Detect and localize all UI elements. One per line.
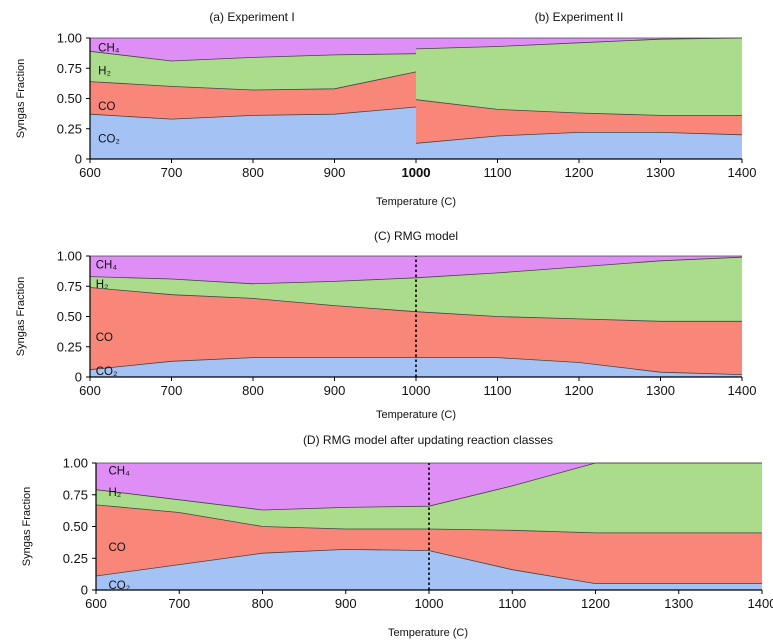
boundary-line: [89, 256, 743, 285]
series-label-ch4: CH₄: [98, 43, 120, 55]
x-tick-label: 1000: [415, 596, 444, 611]
y-tick-label: 0.75: [57, 61, 82, 76]
x-tick-label: 1200: [565, 383, 594, 398]
x-tick-label: 1100: [484, 383, 512, 398]
series-label-ch4: CH₄: [96, 259, 118, 271]
y-tick-label: 0.25: [57, 121, 82, 136]
series-label-co2: CO₂: [98, 133, 120, 145]
panel-b: 1000 1100 1200 1300 1400 (b) Experiment II: [402, 10, 757, 180]
x-tick-label: 600: [79, 165, 101, 180]
boundary-line: [415, 99, 742, 116]
y-tick-label: 0.25: [63, 551, 88, 566]
series-label-co2: CO₂: [96, 366, 118, 378]
x-tick-label: 800: [242, 383, 264, 398]
area-h2: [90, 51, 416, 90]
y-axis-label: Syngas Fraction: [15, 277, 27, 356]
boundary-line: [89, 106, 417, 120]
panel-title: (a) Experiment I: [209, 10, 294, 24]
series-label-h2: H₂: [96, 279, 109, 291]
y-tick-label: 1.00: [57, 31, 82, 46]
series-label-co: CO: [108, 542, 125, 554]
y-tick-label: 0.75: [57, 279, 82, 294]
x-tick-label: 900: [324, 383, 346, 398]
x-tick-label: 1400: [748, 596, 773, 611]
x-axis-label: Temperature (C): [388, 627, 468, 639]
area-co2: [90, 357, 742, 377]
area-co2: [90, 107, 416, 159]
series-label-ch4: CH₄: [108, 466, 130, 478]
y-tick-label: 1.00: [63, 456, 88, 471]
x-tick-label: 1000: [402, 165, 431, 180]
y-tick-label: 0.50: [57, 91, 82, 106]
panel-title: (D) RMG model after updating reaction cl…: [303, 433, 553, 447]
boundary-line: [415, 37, 743, 50]
series-label-co: CO: [98, 101, 115, 113]
panel-title: (b) Experiment II: [535, 10, 624, 24]
boundary-line: [89, 71, 417, 91]
x-axis-label: Temperature (C): [376, 196, 456, 208]
x-tick-label: 1300: [646, 165, 675, 180]
y-axis-label: Syngas Fraction: [21, 487, 33, 566]
x-tick-label: 700: [161, 165, 183, 180]
y-tick-label: 0.50: [63, 519, 88, 534]
y-tick-label: 0.50: [57, 309, 82, 324]
y-tick-label: 0: [75, 152, 82, 167]
area-co2: [416, 132, 742, 159]
x-tick-label: 1000: [402, 165, 431, 180]
area-h2: [90, 257, 742, 322]
x-tick-label: 600: [85, 596, 107, 611]
boundary-line: [95, 548, 762, 584]
panel-a: 600 700 800 900 1000 0 0.25 0.50 0.75 1.00 (a) Exp…: [15, 10, 456, 208]
panel-title: (C) RMG model: [374, 229, 458, 243]
series-label-co2: CO₂: [108, 580, 130, 592]
y-tick-label: 0: [81, 583, 88, 598]
x-tick-label: 900: [324, 165, 346, 180]
x-tick-label: 800: [252, 596, 274, 611]
y-tick-label: 0: [75, 370, 82, 385]
x-tick-label: 900: [335, 596, 357, 611]
x-tick-label: 1100: [484, 165, 512, 180]
x-tick-label: 700: [161, 383, 183, 398]
y-axis-label: Syngas Fraction: [15, 59, 27, 138]
x-tick-label: 1200: [581, 596, 610, 611]
panel-d: 600 700 800 900 1000 1100 1200 1300 1400 0 0.25 0.5…: [21, 433, 773, 639]
boundary-line: [415, 132, 743, 144]
x-axis-label: Temperature (C): [376, 409, 456, 421]
x-tick-label: 1400: [728, 165, 757, 180]
area-ch4: [96, 463, 762, 510]
series-label-co: CO: [96, 332, 113, 344]
series-label-h2: H₂: [108, 487, 121, 499]
x-tick-label: 600: [79, 383, 101, 398]
series-label-h2: H₂: [98, 66, 111, 78]
boundary-line: [89, 50, 417, 62]
area-h2: [96, 463, 762, 533]
boundary-line: [89, 357, 743, 375]
x-tick-label: 1000: [402, 383, 431, 398]
panel-c: 600 700 800 900 1000 1100 1200 1300 1400 0 0.25 0.5…: [15, 229, 756, 421]
area-co: [90, 71, 416, 120]
y-tick-label: 0.75: [63, 487, 88, 502]
x-tick-label: 1200: [565, 165, 594, 180]
x-tick-label: 1400: [728, 383, 757, 398]
x-tick-label: 800: [242, 165, 264, 180]
area-ch4: [90, 38, 416, 61]
x-tick-label: 1300: [664, 596, 693, 611]
x-tick-label: 1100: [498, 596, 526, 611]
x-tick-label: 700: [168, 596, 190, 611]
y-tick-label: 1.00: [57, 249, 82, 264]
area-h2: [416, 38, 742, 116]
y-tick-label: 0.25: [57, 339, 82, 354]
x-tick-label: 1300: [646, 383, 675, 398]
